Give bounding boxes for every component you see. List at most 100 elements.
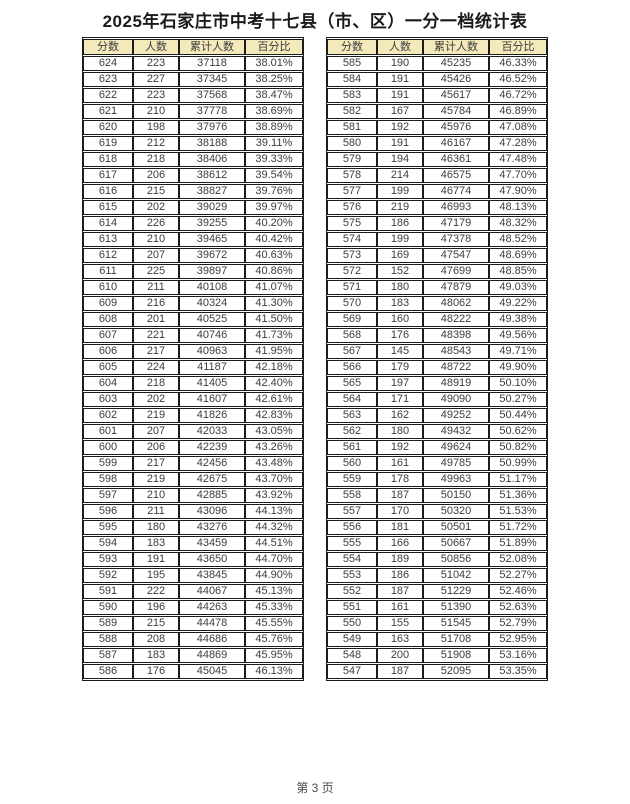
page-title: 2025年石家庄市中考十七县（市、区）一分一档统计表 xyxy=(102,12,528,31)
cell-score: 576 xyxy=(327,200,377,215)
cell-cumulative: 51708 xyxy=(423,632,489,647)
cell-score: 577 xyxy=(327,184,377,199)
cell-cumulative: 48062 xyxy=(423,296,489,311)
table-row: 609 216 40324 41.30% xyxy=(83,296,303,311)
cell-cumulative: 47699 xyxy=(423,264,489,279)
cell-score: 559 xyxy=(327,472,377,487)
cell-count: 201 xyxy=(133,312,179,327)
cell-score: 595 xyxy=(83,520,133,535)
cell-percentage: 51.36% xyxy=(489,488,547,503)
cell-percentage: 48.69% xyxy=(489,248,547,263)
cell-count: 186 xyxy=(377,568,423,583)
cell-count: 199 xyxy=(377,232,423,247)
cell-percentage: 51.89% xyxy=(489,536,547,551)
cell-count: 183 xyxy=(133,536,179,551)
cell-cumulative: 49785 xyxy=(423,456,489,471)
cell-percentage: 49.56% xyxy=(489,328,547,343)
cell-percentage: 44.32% xyxy=(245,520,303,535)
table-header-row: 分数 人数 累计人数 百分比 xyxy=(83,39,303,55)
cell-score: 606 xyxy=(83,344,133,359)
cell-percentage: 42.61% xyxy=(245,392,303,407)
cell-percentage: 41.07% xyxy=(245,280,303,295)
table-row: 591 222 44067 45.13% xyxy=(83,584,303,599)
cell-percentage: 47.08% xyxy=(489,120,547,135)
table-row: 576 219 46993 48.13% xyxy=(327,200,547,215)
cell-cumulative: 50320 xyxy=(423,504,489,519)
cell-cumulative: 44067 xyxy=(179,584,245,599)
cell-cumulative: 39897 xyxy=(179,264,245,279)
cell-count: 187 xyxy=(377,664,423,679)
cell-count: 211 xyxy=(133,504,179,519)
cell-count: 210 xyxy=(133,488,179,503)
table-row: 612 207 39672 40.63% xyxy=(83,248,303,263)
table-row: 590 196 44263 45.33% xyxy=(83,600,303,615)
cell-score: 613 xyxy=(83,232,133,247)
cell-count: 211 xyxy=(133,280,179,295)
cell-score: 621 xyxy=(83,104,133,119)
cell-percentage: 52.46% xyxy=(489,584,547,599)
table-row: 622 223 37568 38.47% xyxy=(83,88,303,103)
cell-percentage: 44.90% xyxy=(245,568,303,583)
table-row: 586 176 45045 46.13% xyxy=(83,664,303,679)
cell-cumulative: 41187 xyxy=(179,360,245,375)
cell-percentage: 43.48% xyxy=(245,456,303,471)
cell-percentage: 42.83% xyxy=(245,408,303,423)
cell-score: 555 xyxy=(327,536,377,551)
cell-count: 195 xyxy=(133,568,179,583)
column-header-percentage: 百分比 xyxy=(489,39,547,55)
cell-percentage: 43.05% xyxy=(245,424,303,439)
cell-percentage: 52.63% xyxy=(489,600,547,615)
cell-score: 598 xyxy=(83,472,133,487)
cell-score: 550 xyxy=(327,616,377,631)
table-row: 580 191 46167 47.28% xyxy=(327,136,547,151)
table-row: 624 223 37118 38.01% xyxy=(83,56,303,71)
cell-percentage: 53.35% xyxy=(489,664,547,679)
cell-count: 179 xyxy=(377,360,423,375)
cell-count: 187 xyxy=(377,584,423,599)
cell-percentage: 44.51% xyxy=(245,536,303,551)
cell-cumulative: 37118 xyxy=(179,56,245,71)
cell-count: 170 xyxy=(377,504,423,519)
cell-cumulative: 42675 xyxy=(179,472,245,487)
cell-cumulative: 51545 xyxy=(423,616,489,631)
cell-score: 564 xyxy=(327,392,377,407)
cell-cumulative: 46167 xyxy=(423,136,489,151)
table-row: 551 161 51390 52.63% xyxy=(327,600,547,615)
cell-count: 190 xyxy=(377,56,423,71)
cell-cumulative: 43096 xyxy=(179,504,245,519)
table-row: 596 211 43096 44.13% xyxy=(83,504,303,519)
table-row: 602 219 41826 42.83% xyxy=(83,408,303,423)
cell-count: 192 xyxy=(377,440,423,455)
cell-count: 215 xyxy=(133,184,179,199)
cell-count: 161 xyxy=(377,600,423,615)
cell-percentage: 46.52% xyxy=(489,72,547,87)
cell-percentage: 50.27% xyxy=(489,392,547,407)
cell-count: 227 xyxy=(133,72,179,87)
cell-cumulative: 46361 xyxy=(423,152,489,167)
page-number: 第 3 页 xyxy=(296,781,334,795)
cell-percentage: 46.72% xyxy=(489,88,547,103)
table-row: 616 215 38827 39.76% xyxy=(83,184,303,199)
cell-cumulative: 48919 xyxy=(423,376,489,391)
cell-percentage: 43.92% xyxy=(245,488,303,503)
cell-percentage: 40.63% xyxy=(245,248,303,263)
cell-score: 563 xyxy=(327,408,377,423)
cell-count: 176 xyxy=(133,664,179,679)
cell-cumulative: 42885 xyxy=(179,488,245,503)
cell-percentage: 47.90% xyxy=(489,184,547,199)
cell-cumulative: 43276 xyxy=(179,520,245,535)
header-row: 分数 人数 累计人数 百分比 xyxy=(83,39,303,55)
cell-percentage: 50.62% xyxy=(489,424,547,439)
cell-count: 202 xyxy=(133,200,179,215)
cell-score: 582 xyxy=(327,104,377,119)
cell-count: 208 xyxy=(133,632,179,647)
table-row: 613 210 39465 40.42% xyxy=(83,232,303,247)
cell-cumulative: 46575 xyxy=(423,168,489,183)
table-row: 563 162 49252 50.44% xyxy=(327,408,547,423)
cell-percentage: 39.76% xyxy=(245,184,303,199)
table-row: 617 206 38612 39.54% xyxy=(83,168,303,183)
cell-score: 597 xyxy=(83,488,133,503)
cell-percentage: 45.33% xyxy=(245,600,303,615)
cell-count: 192 xyxy=(377,120,423,135)
table-row: 550 155 51545 52.79% xyxy=(327,616,547,631)
